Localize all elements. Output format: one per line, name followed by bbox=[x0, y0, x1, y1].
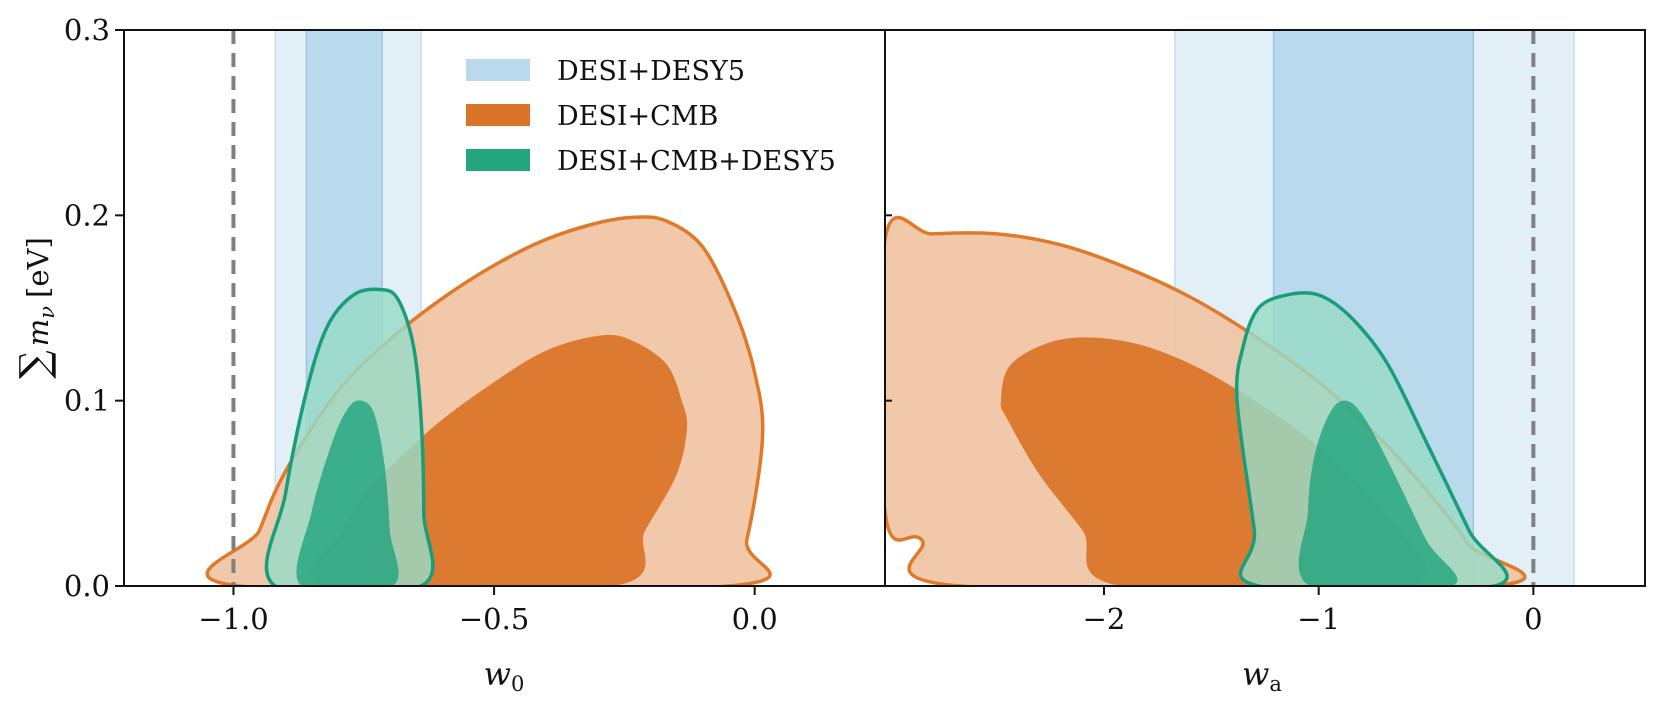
legend: DESI+DESY5 DESI+CMB DESI+CMB+DESY5 bbox=[466, 56, 836, 177]
legend-label-desi-cmb: DESI+CMB bbox=[557, 101, 718, 132]
contour-outer-edge-desi-cmb-desy5 bbox=[1234, 291, 1509, 586]
ytick-label: 0.2 bbox=[64, 198, 110, 232]
xticks-w0: −1.0 −0.5 0.0 bbox=[198, 586, 778, 636]
xticks-wa: −2 −1 0 bbox=[1083, 586, 1543, 636]
legend-swatch-desi-cmb bbox=[466, 104, 530, 126]
contour-outer-edge-desi-cmb-desy5 bbox=[264, 287, 435, 586]
xlabel-wa: wa bbox=[1242, 655, 1282, 696]
legend-swatch-desi-desy5 bbox=[466, 59, 530, 81]
panel-w0: −1.0 −0.5 0.0 0.0 0.1 0.2 0.3 w0 bbox=[64, 13, 886, 696]
contour-inner-desi-cmb-desy5 bbox=[296, 400, 399, 586]
legend-label-desi-cmb-desy5: DESI+CMB+DESY5 bbox=[557, 146, 836, 177]
xtick-label-w0: 0.0 bbox=[732, 602, 778, 636]
ytick-label: 0.0 bbox=[64, 569, 110, 603]
xtick-label-wa: −1 bbox=[1297, 602, 1340, 636]
ytickmarks-wa bbox=[885, 29, 892, 587]
ytick-label: 0.1 bbox=[64, 384, 110, 418]
xtick-label-w0: −1.0 bbox=[198, 602, 268, 636]
contour-inner-desi-cmb-desy5 bbox=[1298, 400, 1458, 586]
xtick-label-wa: 0 bbox=[1524, 602, 1542, 636]
contours-wa bbox=[885, 215, 1527, 586]
contours-w0 bbox=[205, 215, 772, 586]
xlabel-w0: w0 bbox=[484, 655, 525, 696]
xtick-label-w0: −0.5 bbox=[459, 602, 529, 636]
ylabel: ∑mν[eV] bbox=[12, 237, 59, 379]
panel-wa: −2 −1 0 wa bbox=[884, 29, 1646, 696]
xtick-label-wa: −2 bbox=[1083, 602, 1126, 636]
legend-swatch-desi-cmb-desy5 bbox=[466, 149, 530, 171]
ytick-label: 0.3 bbox=[64, 13, 110, 47]
yticks-w0: 0.0 0.1 0.2 0.3 bbox=[64, 13, 124, 603]
frame-wa bbox=[884, 29, 1646, 587]
legend-label-desi-desy5: DESI+DESY5 bbox=[557, 56, 745, 87]
